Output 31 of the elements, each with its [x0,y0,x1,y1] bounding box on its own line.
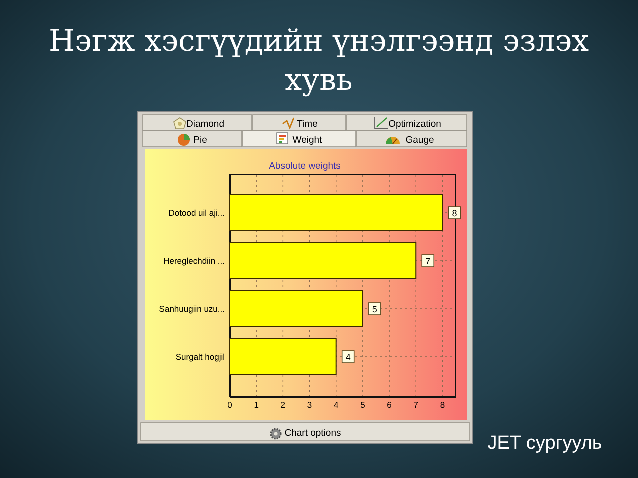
data-label: 5 [372,304,378,314]
chart-title: Нэгж хэсгүүдийн үнэлгээнд эзлэх хувь [48,24,590,98]
bar [230,194,444,232]
text: Pie [194,135,208,146]
text: Chart options [284,428,342,439]
y-tick-label: Sanhuugiin uzu... [159,304,225,314]
x-tick-label: 5 [360,400,366,410]
y-tick-label: Dotood uil aji... [168,208,225,218]
data-label: 8 [452,208,458,218]
bar [230,338,337,376]
text: Optimization [388,119,442,130]
x-tick-label: 1 [254,400,260,410]
x-tick-label: 0 [228,400,233,410]
x-tick-label: 3 [307,400,312,410]
x-tick-label: 8 [440,400,446,410]
x-tick-label: 4 [334,400,339,410]
bar [230,242,417,280]
x-tick-label: 2 [280,400,286,410]
x-tick-label: 7 [414,400,419,410]
chart-subtitle: Absolute weights [269,161,342,172]
text: Diamond [186,119,225,130]
text: JET сургууль [488,433,602,454]
text: Time [297,119,318,130]
text: Gauge [406,135,434,146]
y-tick-label: Surgalt hogjil [176,352,226,362]
bar [230,290,364,328]
data-label: 4 [346,352,351,362]
x-tick-label: 6 [387,400,392,410]
y-tick-label: Hereglechdiin ... [164,256,225,266]
text: Weight [292,135,323,146]
data-label: 7 [426,256,431,266]
